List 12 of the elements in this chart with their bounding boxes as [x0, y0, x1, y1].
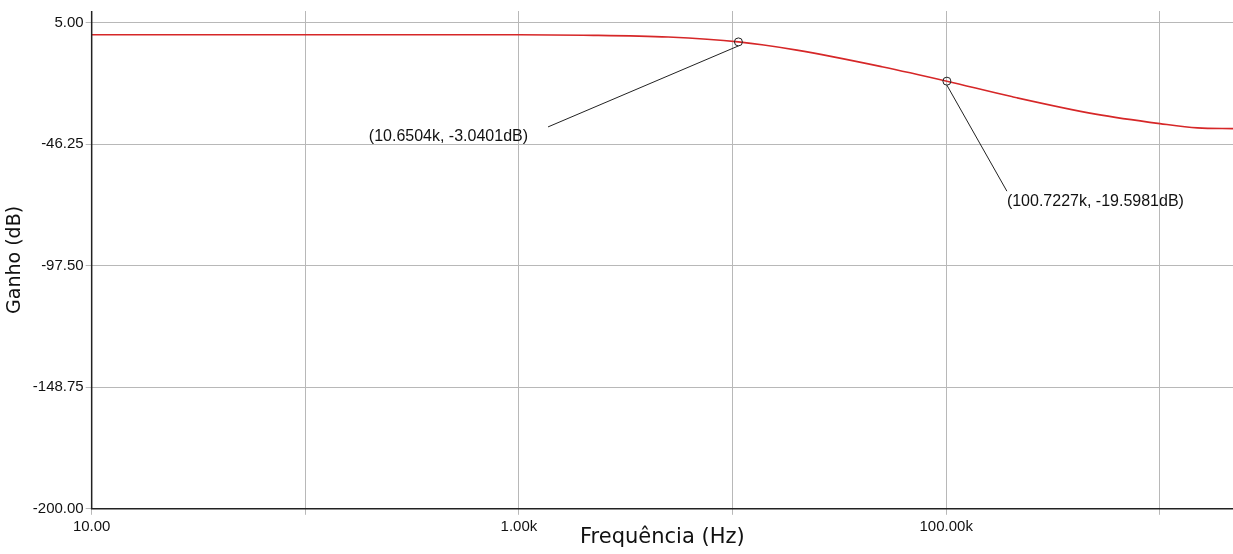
- y-tick-label: -148.75: [32, 377, 84, 395]
- x-tick-label: 1.00k: [500, 516, 538, 534]
- y-tick-label: 5.00: [54, 12, 84, 30]
- annotation: (100.7227k, -19.5981dB): [1006, 191, 1184, 209]
- y-tick-label: -97.50: [41, 255, 84, 273]
- y-tick-label: -200.00: [32, 498, 84, 516]
- x-tick-label: 100.00k: [919, 516, 974, 534]
- x-tick-label: 10.00: [72, 516, 111, 534]
- y-axis-title: Ganho (dB): [2, 205, 25, 314]
- x-axis-title: Frequência (Hz): [580, 523, 745, 548]
- annotation: (10.6504k, -3.0401dB): [368, 127, 529, 145]
- y-tick-label: -46.25: [41, 134, 84, 152]
